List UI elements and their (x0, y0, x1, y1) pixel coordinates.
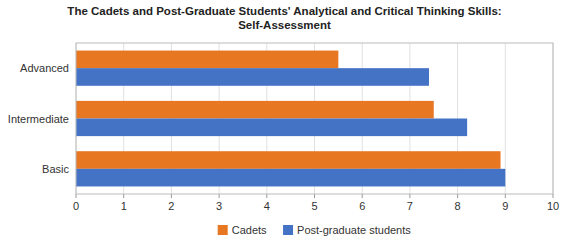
bar (76, 151, 501, 169)
tick-mark (266, 194, 267, 198)
x-axis: 0 1 2 3 4 5 6 7 8 9 10 (73, 194, 559, 212)
legend: Cadets Post-graduate students (218, 224, 412, 236)
legend-swatch (218, 225, 228, 235)
tick-label: 6 (359, 200, 365, 212)
legend-label: Cadets (232, 224, 267, 236)
chart: The Cadets and Post-Graduate Students' A… (0, 0, 569, 250)
bar (76, 68, 429, 86)
tick-mark (505, 194, 506, 198)
tick-label: 10 (547, 200, 559, 212)
tick-mark (362, 194, 363, 198)
tick-label: 3 (216, 200, 222, 212)
tick-label: 0 (73, 200, 79, 212)
bar (76, 119, 467, 137)
grid (76, 43, 553, 194)
category-label: Intermediate (8, 113, 69, 125)
bars (76, 51, 505, 187)
bar (76, 101, 434, 119)
tick-mark (457, 194, 458, 198)
tick-mark (219, 194, 220, 198)
title-line: Self-Assessment (238, 19, 331, 31)
tick-label: 2 (168, 200, 174, 212)
tick-mark (171, 194, 172, 198)
title: The Cadets and Post-Graduate Students' A… (67, 5, 501, 31)
legend-label: Post-graduate students (297, 224, 411, 236)
category-label: Basic (42, 163, 69, 175)
bar (76, 51, 338, 69)
tick-label: 7 (407, 200, 413, 212)
tick-label: 8 (455, 200, 461, 212)
tick-label: 4 (264, 200, 270, 212)
tick-mark (553, 194, 554, 198)
tick-mark (76, 194, 77, 198)
tick-label: 9 (502, 200, 508, 212)
bar (76, 169, 505, 187)
title-line: The Cadets and Post-Graduate Students' A… (67, 5, 501, 17)
category-label: Advanced (20, 62, 69, 74)
tick-mark (409, 194, 410, 198)
plot-frame (76, 43, 553, 194)
tick-label: 1 (121, 200, 127, 212)
tick-label: 5 (311, 200, 317, 212)
tick-mark (123, 194, 124, 198)
tick-mark (314, 194, 315, 198)
legend-swatch (283, 225, 293, 235)
